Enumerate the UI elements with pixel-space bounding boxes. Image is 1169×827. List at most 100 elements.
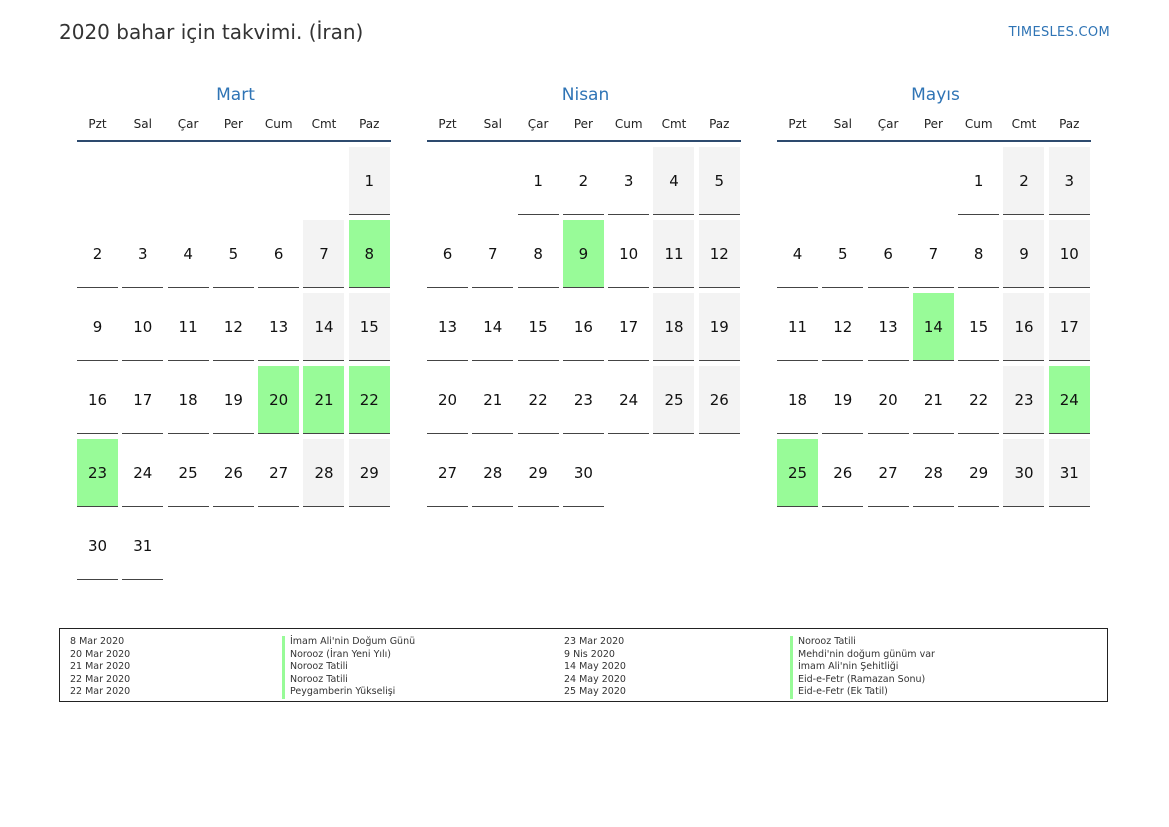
empty-cell (868, 147, 909, 215)
day-cell: 31 (1048, 439, 1090, 507)
legend-holiday-name: Norooz Tatili (282, 661, 415, 674)
day-grid: 1 2 3 4 5 6 7 8 9 10 11 12 13 14 15 16 17 18 19 20 21 22 23 24 2… (777, 147, 1094, 507)
day-cell: 25 (653, 366, 695, 434)
day-cell: 11 (777, 293, 818, 361)
day-cell: 27 (258, 439, 300, 507)
empty-cell (168, 147, 209, 215)
day-cell: 17 (1048, 293, 1090, 361)
legend-date: 9 Nis 2020 (564, 648, 615, 660)
holiday-day-cell: 20 (258, 366, 300, 434)
day-cell: 14 (303, 293, 345, 361)
empty-cell (122, 147, 163, 215)
day-cell: 18 (777, 366, 818, 434)
day-cell: 26 (698, 366, 740, 434)
day-cell: 23 (562, 366, 604, 434)
legend-date: 20 Mar 2020 (70, 648, 131, 660)
day-cell: 31 (122, 512, 164, 580)
weekday-label: Sal (833, 117, 852, 131)
weekday-header: Pzt Sal Çar Per Cum Cmt Paz (77, 108, 391, 142)
legend-date: 14 May 2020 (564, 661, 626, 672)
day-cell: 4 (167, 220, 209, 288)
holiday-day-cell: 24 (1048, 366, 1090, 434)
day-cell: 1 (958, 147, 1000, 215)
weekday-label: Per (223, 117, 243, 131)
month-april: Nisan Pzt Sal Çar Per Cum Cmt Paz 1 2 3 4 5 6 7 8 9 10 1… (427, 82, 744, 507)
weekday-label: Cum (264, 117, 293, 131)
holiday-day-cell: 9 (562, 220, 604, 288)
legend-date: 25 May 2020 (564, 686, 626, 697)
day-grid: 1 2 3 4 5 6 7 8 9 10 11 12 13 14 15 16 17 18 19 20 21 22 23 24 2… (427, 147, 744, 507)
month-name: Mart (216, 85, 255, 105)
weekday-label: Çar (527, 117, 549, 131)
weekday-label: Çar (877, 117, 899, 131)
legend-holiday-name: Eid-e-Fetr (Ramazan Sonu) (790, 673, 935, 686)
day-cell: 19 (212, 366, 254, 434)
day-cell: 22 (517, 366, 559, 434)
day-cell: 13 (867, 293, 909, 361)
day-cell: 11 (167, 293, 209, 361)
legend-date: 22 Mar 2020 (70, 673, 131, 685)
day-cell: 27 (867, 439, 909, 507)
day-cell: 27 (427, 439, 468, 507)
legend-holiday-name: Mehdi'nin doğum günüm var (790, 648, 935, 661)
legend-holiday-name: Norooz Tatili (790, 636, 935, 649)
day-cell: 2 (77, 220, 118, 288)
legend-holiday-name: İmam Ali'nin Doğum Günü (282, 636, 415, 649)
legend-names-left: İmam Ali'nin Doğum Günü Norooz (İran Yeni… (282, 636, 415, 699)
empty-cell (303, 147, 344, 215)
day-grid: 1 2 3 4 5 6 7 8 9 10 11 12 13 14 15 16 17 18 19 20 21 22 23 24 2… (77, 147, 394, 580)
legend-date: 22 Mar 2020 (70, 686, 131, 697)
legend-date: 8 Mar 2020 (70, 636, 125, 647)
day-cell: 16 (77, 366, 118, 434)
legend-holiday-name: Norooz Tatili (282, 673, 415, 686)
empty-cell (777, 147, 818, 215)
holiday-legend: 8 Mar 2020 20 Mar 2020 21 Mar 2020 22 Mar 2… (59, 628, 1108, 702)
day-cell: 5 (698, 147, 740, 215)
day-cell: 3 (608, 147, 650, 215)
weekday-label: Paz (1059, 117, 1080, 131)
holiday-day-cell: 8 (348, 220, 390, 288)
day-cell: 12 (212, 293, 254, 361)
day-cell: 19 (698, 293, 740, 361)
day-cell: 4 (653, 147, 695, 215)
day-cell: 10 (122, 293, 164, 361)
empty-cell (822, 147, 863, 215)
day-cell: 12 (822, 293, 864, 361)
day-cell: 5 (212, 220, 254, 288)
day-cell: 29 (517, 439, 559, 507)
day-cell: 10 (1048, 220, 1090, 288)
day-cell: 17 (122, 366, 164, 434)
weekday-label: Per (573, 117, 593, 131)
day-cell: 9 (1003, 220, 1045, 288)
day-cell: 29 (958, 439, 1000, 507)
legend-date: 23 Mar 2020 (564, 636, 625, 647)
weekday-label: Cmt (1011, 117, 1037, 131)
day-cell: 26 (212, 439, 254, 507)
day-cell: 28 (472, 439, 514, 507)
day-cell: 8 (958, 220, 1000, 288)
day-cell: 1 (348, 147, 390, 215)
day-cell: 13 (427, 293, 468, 361)
day-cell: 3 (1048, 147, 1090, 215)
empty-cell (472, 147, 513, 215)
legend-dates-right: 23 Mar 2020 9 Nis 2020 14 May 2020 24 May 2… (564, 636, 626, 699)
day-cell: 7 (472, 220, 514, 288)
day-cell: 6 (867, 220, 909, 288)
legend-holiday-name: Norooz (İran Yeni Yılı) (282, 648, 415, 661)
weekday-label: Cmt (311, 117, 337, 131)
day-cell: 28 (303, 439, 345, 507)
day-cell: 28 (912, 439, 954, 507)
weekday-label: Pzt (88, 117, 107, 131)
weekday-label: Çar (177, 117, 199, 131)
day-cell: 30 (562, 439, 604, 507)
legend-dates-left: 8 Mar 2020 20 Mar 2020 21 Mar 2020 22 Mar 2… (70, 636, 130, 699)
weekday-label: Cum (614, 117, 643, 131)
weekday-label: Cmt (661, 117, 687, 131)
day-cell: 6 (258, 220, 300, 288)
site-link[interactable]: TIMESLES.COM (1008, 25, 1110, 40)
day-cell: 30 (1003, 439, 1045, 507)
day-cell: 15 (517, 293, 559, 361)
day-cell: 19 (822, 366, 864, 434)
month-march: Mart Pzt Sal Çar Per Cum Cmt Paz 1 2 3 4 5 6 7 8 9 10 11… (77, 82, 394, 580)
weekday-label: Pzt (438, 117, 457, 131)
